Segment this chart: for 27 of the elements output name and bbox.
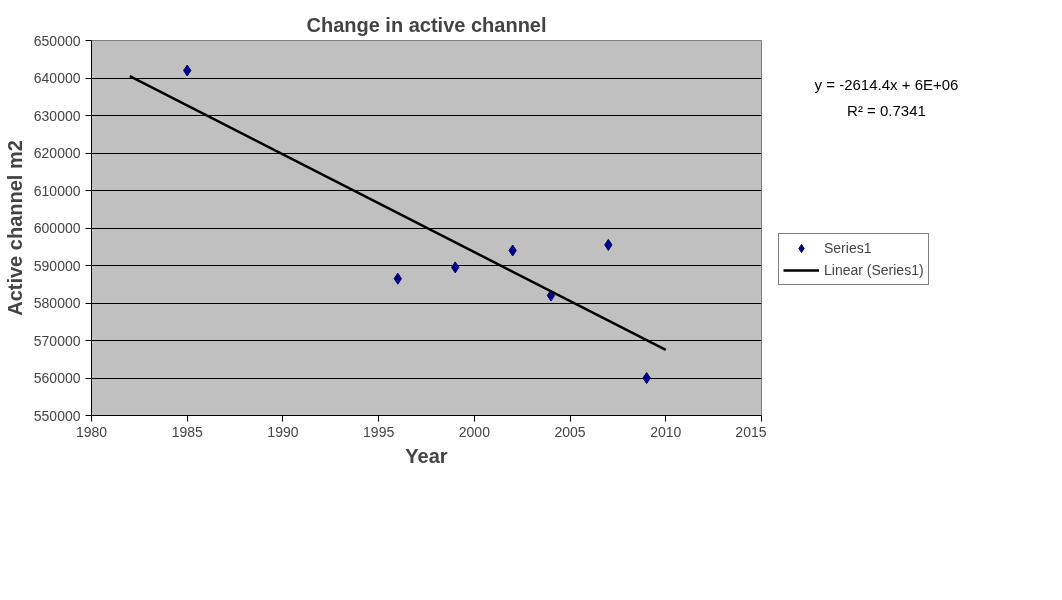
x-tick-label: 1980 — [75, 423, 108, 440]
y-tick-label: 580000 — [33, 295, 81, 311]
x-tick-label: 2000 — [458, 423, 491, 440]
x-tick-label: 1985 — [171, 423, 203, 440]
text: y = -2614.4x + 6E+06 — [814, 76, 959, 93]
y-tick-label: 640000 — [33, 70, 81, 86]
x-tick-label: 1990 — [267, 423, 299, 440]
y-tick-label: 560000 — [33, 370, 81, 386]
y-tick-label: 610000 — [33, 182, 81, 199]
y-tick-label: 550000 — [33, 407, 81, 424]
x-tick-label: 2010 — [650, 423, 682, 440]
text: R² = 0.7341 — [847, 102, 926, 120]
y-tick-label: 600000 — [33, 220, 81, 236]
y-tick-label: 630000 — [33, 107, 81, 124]
point — [642, 372, 651, 384]
y-tick-label: 650000 — [33, 32, 81, 49]
y-tick-label: 570000 — [33, 332, 81, 349]
y-tick-label: 620000 — [33, 145, 81, 161]
x-axis-title: Year — [405, 444, 448, 467]
legend-label: Series1 — [824, 240, 872, 256]
x-tick-label: 1995 — [363, 423, 395, 440]
x-tick-label: 2015 — [735, 423, 767, 440]
x-tick-label: 2005 — [554, 423, 586, 440]
chart-title: Change in active channel — [306, 13, 547, 36]
y-axis-title: Active channel m2 — [3, 140, 26, 316]
legend-label: Linear (Series1) — [824, 262, 924, 278]
y-tick-label: 590000 — [33, 257, 81, 274]
